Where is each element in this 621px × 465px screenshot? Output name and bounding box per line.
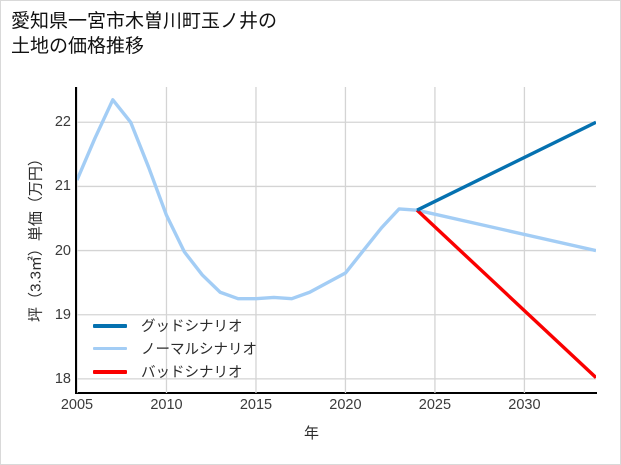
series-lines <box>77 98 596 379</box>
x-tick-label: 2025 <box>418 397 452 413</box>
legend-item[interactable]: バッドシナリオ <box>93 360 308 383</box>
y-tick-label: 18 <box>54 370 71 387</box>
legend-color-swatch <box>93 346 127 351</box>
y-tick-label: 20 <box>54 242 71 259</box>
x-axis-spine <box>75 392 597 394</box>
x-tick-label: 2020 <box>329 397 362 413</box>
plot-area <box>77 87 596 393</box>
legend-color-swatch <box>93 369 127 374</box>
x-tick-label: 2030 <box>508 397 541 413</box>
series-line <box>416 120 596 212</box>
chart-legend: グッドシナリオ ノーマルシナリオ バッドシナリオ <box>93 314 308 383</box>
y-axis-label: 坪（3.3㎡）単価（万円） <box>27 151 45 322</box>
y-tick-label: 19 <box>54 306 71 323</box>
chart-title: 愛知県一宮市木曽川町玉ノ井の 土地の価格推移 <box>11 11 278 58</box>
x-tick-label: 2010 <box>150 397 183 413</box>
series-line <box>77 98 596 301</box>
y-axis-tick-labels: 18 19 20 21 22 <box>1 1 71 464</box>
y-tick-label: 22 <box>54 114 71 131</box>
plot-svg <box>77 87 596 393</box>
x-axis-label: 年 <box>303 425 319 442</box>
gridlines <box>77 87 596 393</box>
legend-color-swatch <box>93 323 127 328</box>
legend-item-label: バッドシナリオ <box>141 365 243 381</box>
legend-item-label: グッドシナリオ <box>141 319 243 335</box>
y-tick-label: 21 <box>54 178 71 195</box>
x-tick-label: 2005 <box>60 397 94 413</box>
x-tick-label: 2015 <box>239 397 273 413</box>
legend-item[interactable]: グッドシナリオ <box>93 314 308 337</box>
legend-item[interactable]: ノーマルシナリオ <box>93 337 308 360</box>
y-axis-spine <box>75 87 77 394</box>
series-line <box>415 208 596 379</box>
legend-item-label: ノーマルシナリオ <box>141 342 257 358</box>
